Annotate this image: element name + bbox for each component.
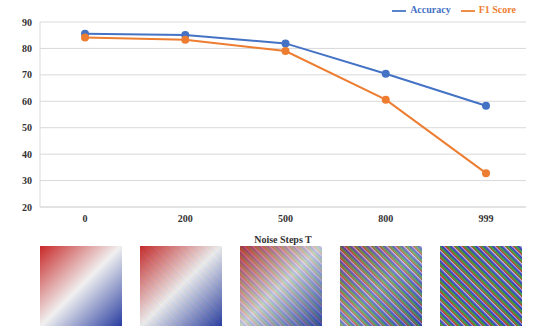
svg-text:60: 60 — [22, 96, 32, 107]
svg-text:80: 80 — [22, 43, 32, 54]
svg-text:20: 20 — [22, 202, 32, 213]
svg-text:0: 0 — [83, 213, 88, 224]
svg-text:200: 200 — [178, 213, 193, 224]
svg-text:70: 70 — [22, 69, 32, 80]
svg-text:500: 500 — [278, 213, 293, 224]
svg-text:999: 999 — [479, 213, 494, 224]
svg-text:40: 40 — [22, 149, 32, 160]
svg-text:90: 90 — [22, 17, 32, 28]
html-text:F1 Score: F1 Score — [478, 4, 516, 16]
svg-text:30: 30 — [22, 175, 32, 186]
svg-text:Noise Steps T: Noise Steps T — [254, 234, 312, 245]
svg-text:50: 50 — [22, 122, 32, 133]
html-text:Accuracy: Accuracy — [410, 4, 451, 16]
svg-text:800: 800 — [378, 213, 393, 224]
